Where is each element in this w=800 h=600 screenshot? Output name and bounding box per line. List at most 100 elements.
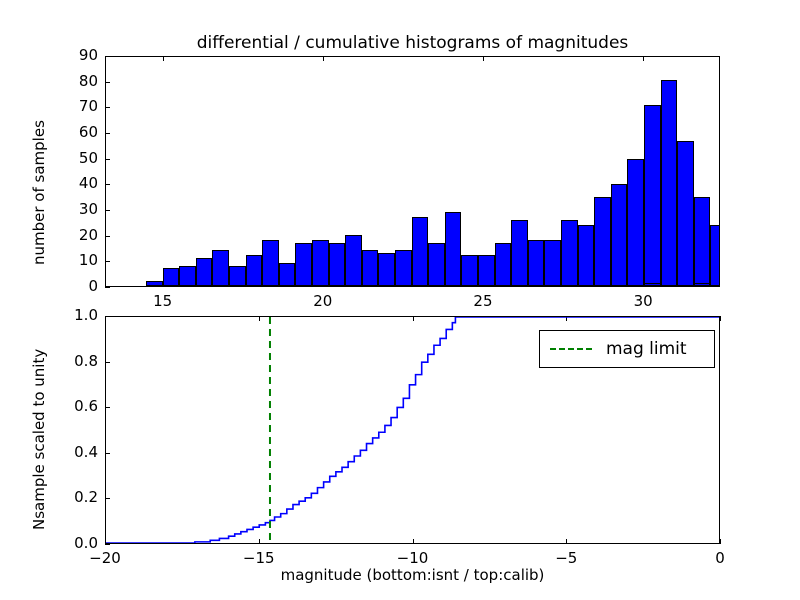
histogram-bar [527,240,545,286]
histogram-bar [477,255,495,286]
histogram-bar [428,242,445,286]
top-ytick-50: 50 [78,148,98,167]
histogram-bar [361,250,379,286]
bottom-xtick-mark-2 [412,539,414,544]
bottom-ytick-mark-0.2 [105,498,110,500]
histogram-bar [677,140,694,286]
top-xtick-mark-upper-30 [643,56,645,61]
top-xtick-25: 25 [473,292,493,310]
top-ytick-mark-10 [105,261,110,263]
histogram-bar [228,265,246,286]
top-ytick-mark-40 [105,184,110,186]
top-ytick-40: 40 [78,174,98,193]
histogram-bar [494,242,512,286]
top-ytick-80: 80 [78,71,98,90]
top-ytick-30: 30 [78,200,98,218]
histogram-bar [710,224,719,286]
chart-title: differential / cumulative histograms of … [196,33,629,53]
bottom-ytick-0: 0.0 [74,534,98,552]
histogram-bar [693,196,711,286]
bottom-xtick-mark-upper-1 [258,316,260,321]
top-ytick-mark-0 [105,287,110,288]
bottom-ytick-mark-0.4 [105,452,110,454]
bottom-xtick-mark-4 [720,539,721,544]
top-xtick-mark-upper-15 [162,56,164,61]
histogram-bar [212,250,229,286]
bottom-ytick-0.6: 0.6 [74,397,98,416]
histogram-bar [411,217,429,286]
bottom-xtick-mark-0 [105,539,106,544]
top-ytick-60: 60 [78,123,98,141]
histogram-bar [627,158,644,286]
histogram-bar [594,196,611,286]
histogram-bar [544,240,561,286]
bottom-ytick-mark-1 [105,316,110,317]
top-ytick-mark-60 [105,133,110,134]
histogram-bar [643,105,661,286]
histogram-bar [311,240,329,286]
histogram-bar [162,268,180,286]
bottom-xtick-mark-upper-4 [720,316,721,321]
bottom-ytick-1: 1.0 [74,306,98,324]
histogram-bar [444,212,462,286]
histogram-bar [262,240,279,286]
top-xtick-20: 20 [313,292,333,310]
bottom-xtick-3: −5 [555,549,578,567]
top-ytick-70: 70 [78,97,98,116]
histogram-bars [106,57,719,286]
histogram-bar [610,184,628,286]
top-ytick-mark-80 [105,81,110,83]
histogram-bar [295,242,312,286]
bottom-ytick-mark-0.6 [105,407,110,409]
top-ytick-mark-30 [105,210,110,211]
histogram-bar [693,283,711,286]
cumulative-curve [106,317,719,543]
bottom-xtick-mark-1 [258,539,260,544]
top-ytick-10: 10 [78,251,98,270]
cumulative-step-line [106,317,719,543]
histogram-bar [345,235,362,286]
top-xtick-mark-upper-25 [482,56,484,61]
histogram-bar [378,252,395,286]
bottom-xtick-mark-upper-0 [105,316,106,321]
top-xtick-30: 30 [633,292,653,310]
histogram-bar [660,79,678,286]
legend-label-mag-limit: mag limit [606,339,687,359]
legend: mag limit [539,330,715,368]
top-ytick-mark-70 [105,107,110,109]
bottom-xtick-mark-3 [566,539,568,544]
top-ytick-0: 0 [88,277,98,295]
mag-limit-legend-swatch [550,348,592,350]
histogram-bar [179,265,196,286]
top-ytick-90: 90 [78,46,98,64]
top-xtick-mark-upper-20 [322,56,324,61]
histogram-bar [278,263,296,286]
bottom-xtick-2: −10 [396,549,429,567]
histogram-bar [461,255,478,286]
bottom-ytick-mark-0 [105,544,110,545]
bottom-xtick-0: −20 [89,549,121,567]
histogram-bar [145,280,163,286]
bottom-ytick-mark-0.8 [105,361,110,363]
bottom-ytick-0.2: 0.2 [74,488,98,507]
histogram-bar [394,250,412,286]
top-xtick-15: 15 [153,292,173,310]
histogram-bar [245,255,263,286]
histogram-bar [328,242,346,286]
bottom-ytick-0.8: 0.8 [74,351,98,370]
bottom-xtick-4: 0 [715,549,725,567]
histogram-bar [560,219,578,286]
histogram-bar [195,258,213,286]
bottom-xtick-mark-upper-3 [566,316,568,321]
top-ytick-20: 20 [78,225,98,244]
bottom-plot-xlabel: magnitude (bottom:isnt / top:calib) [280,566,545,584]
histogram-bar [511,219,528,286]
bottom-ytick-0.4: 0.4 [74,442,98,461]
bottom-xtick-1: −15 [242,549,275,567]
histogram-bar [577,224,595,286]
top-ytick-mark-90 [105,56,110,57]
histogram-bar [643,283,661,286]
top-ytick-mark-50 [105,158,110,160]
bottom-xtick-mark-upper-2 [412,316,414,321]
